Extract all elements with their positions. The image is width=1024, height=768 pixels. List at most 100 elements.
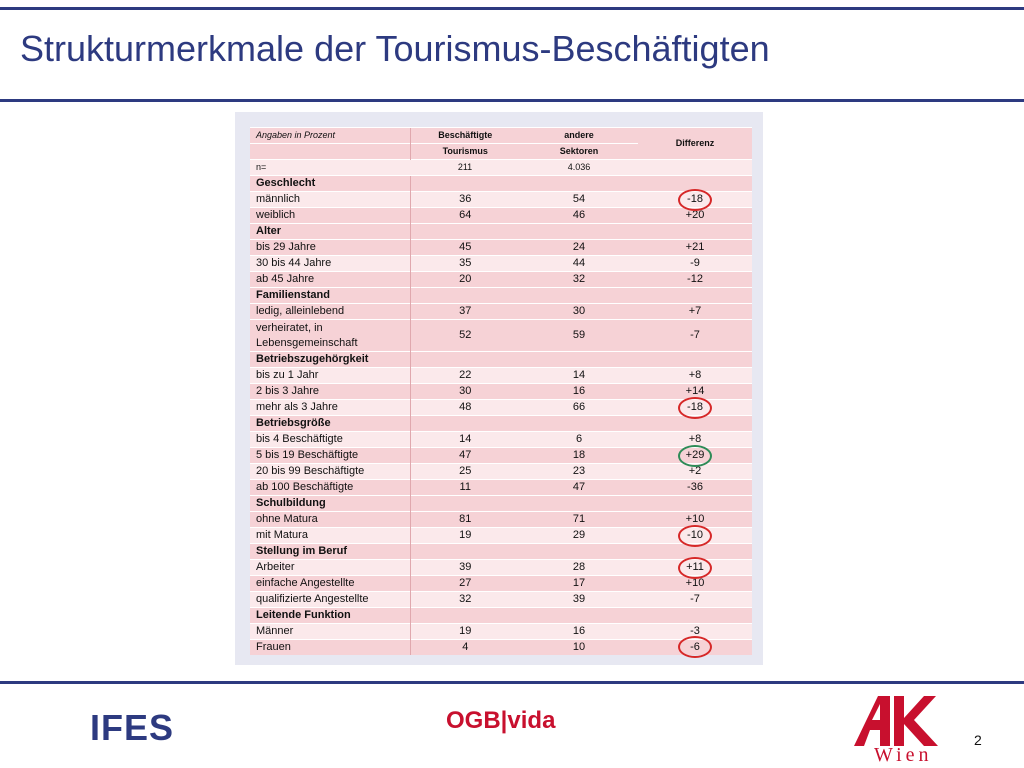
col-diff-header: Differenz xyxy=(638,127,752,160)
section-empty-cell xyxy=(520,495,638,512)
difference-value: -9 xyxy=(638,255,752,272)
other-value: 16 xyxy=(520,623,638,640)
other-value: 39 xyxy=(520,591,638,608)
col-tourism-header-line1: Beschäftigte xyxy=(409,127,520,144)
table-row: qualifizierte Angestellte 32 39 -7 xyxy=(250,591,752,608)
section-row: Betriebsgröße xyxy=(250,415,752,432)
section-empty-cell xyxy=(409,495,520,512)
footer-rule xyxy=(0,681,1024,684)
red-highlight-circle xyxy=(678,396,712,419)
row-label: männlich xyxy=(250,191,410,208)
header-row-2: Tourismus Sektoren xyxy=(250,143,752,160)
section-empty-cell xyxy=(638,607,752,624)
tourism-value: 39 xyxy=(409,559,520,576)
ogb-logo-text: OGB xyxy=(446,707,501,734)
structure-table-body: Angaben in Prozent Beschäftigte andere D… xyxy=(250,127,752,655)
tourism-value: 47 xyxy=(409,447,520,464)
row-label: qualifizierte Angestellte xyxy=(250,591,410,608)
other-value: 29 xyxy=(520,527,638,544)
ak-logo-icon xyxy=(854,696,938,746)
other-value: 23 xyxy=(520,463,638,480)
table-row: 2 bis 3 Jahre 30 16 +14 xyxy=(250,383,752,400)
tourism-value: 81 xyxy=(409,511,520,528)
other-value: 24 xyxy=(520,239,638,256)
table-row: bis zu 1 Jahr 22 14 +8 xyxy=(250,367,752,384)
other-value: 59 xyxy=(520,319,638,352)
ifes-logo: IFES xyxy=(90,707,175,748)
row-label: ab 100 Beschäftigte xyxy=(250,479,410,496)
table-row: verheiratet, in Lebensgemeinschaft 52 59 -7 xyxy=(250,319,752,352)
tourism-value: 30 xyxy=(409,383,520,400)
header-row-1: Angaben in Prozent Beschäftigte andere D… xyxy=(250,127,752,160)
other-value: 18 xyxy=(520,447,638,464)
col-other-header-line1: andere xyxy=(520,127,638,144)
unit-note: Angaben in Prozent xyxy=(250,127,410,144)
section-empty-cell xyxy=(520,543,638,560)
tourism-value: 20 xyxy=(409,271,520,288)
section-empty-cell xyxy=(409,175,520,192)
col-other-header-line2: Sektoren xyxy=(520,143,638,160)
row-label: mit Matura xyxy=(250,527,410,544)
other-value: 6 xyxy=(520,431,638,448)
section-empty-cell xyxy=(638,495,752,512)
title-underline xyxy=(0,99,1024,102)
row-label: bis zu 1 Jahr xyxy=(250,367,410,384)
section-empty-cell xyxy=(409,607,520,624)
other-value: 46 xyxy=(520,207,638,224)
tourism-value: 22 xyxy=(409,367,520,384)
difference-value: -36 xyxy=(638,479,752,496)
header-spacer xyxy=(250,143,410,160)
other-value: 44 xyxy=(520,255,638,272)
ogb-vida-logo: OGB|vida xyxy=(446,707,555,735)
section-row: Betriebszugehörgkeit xyxy=(250,351,752,368)
section-row: Alter xyxy=(250,223,752,240)
table-row: mehr als 3 Jahre 48 66 -18 xyxy=(250,399,752,416)
row-label: 30 bis 44 Jahre xyxy=(250,255,410,272)
section-label: Leitende Funktion xyxy=(250,607,410,624)
page-number: 2 xyxy=(974,732,982,748)
section-row: Geschlecht xyxy=(250,175,752,192)
n-label: n= xyxy=(250,159,410,176)
section-label: Schulbildung xyxy=(250,495,410,512)
red-highlight-circle xyxy=(678,556,712,579)
section-empty-cell xyxy=(638,415,752,432)
section-empty-cell xyxy=(409,287,520,304)
difference-value: +20 xyxy=(638,207,752,224)
table-row: bis 29 Jahre 45 24 +21 xyxy=(250,239,752,256)
tourism-value: 27 xyxy=(409,575,520,592)
structure-table: Angaben in Prozent Beschäftigte andere D… xyxy=(250,127,752,655)
section-empty-cell xyxy=(409,415,520,432)
other-value: 71 xyxy=(520,511,638,528)
row-label: 2 bis 3 Jahre xyxy=(250,383,410,400)
tourism-value: 32 xyxy=(409,591,520,608)
col-tourism-header-line2: Tourismus xyxy=(409,143,520,160)
difference-value: -3 xyxy=(638,623,752,640)
tourism-value: 35 xyxy=(409,255,520,272)
row-label: Frauen xyxy=(250,639,410,655)
table-row: ab 45 Jahre 20 32 -12 xyxy=(250,271,752,288)
difference-value: +21 xyxy=(638,239,752,256)
other-value: 16 xyxy=(520,383,638,400)
row-label: ohne Matura xyxy=(250,511,410,528)
other-value: 10 xyxy=(520,639,638,655)
other-value: 14 xyxy=(520,367,638,384)
tourism-value: 19 xyxy=(409,623,520,640)
section-row: Schulbildung xyxy=(250,495,752,512)
other-value: 54 xyxy=(520,191,638,208)
table-row: 5 bis 19 Beschäftigte 47 18 +29 xyxy=(250,447,752,464)
n-other: 4.036 xyxy=(520,159,638,176)
tourism-value: 64 xyxy=(409,207,520,224)
row-label: weiblich xyxy=(250,207,410,224)
table-row: Arbeiter 39 28 +11 xyxy=(250,559,752,576)
table-row: Männer 19 16 -3 xyxy=(250,623,752,640)
section-label: Geschlecht xyxy=(250,175,410,192)
tourism-value: 37 xyxy=(409,303,520,320)
difference-value: +10 xyxy=(638,511,752,528)
table-row: weiblich 64 46 +20 xyxy=(250,207,752,224)
table-row: bis 4 Beschäftigte 14 6 +8 xyxy=(250,431,752,448)
table-row: einfache Angestellte 27 17 +10 xyxy=(250,575,752,592)
section-empty-cell xyxy=(520,351,638,368)
other-value: 28 xyxy=(520,559,638,576)
n-tourism: 211 xyxy=(410,159,520,176)
section-label: Stellung im Beruf xyxy=(250,543,410,560)
